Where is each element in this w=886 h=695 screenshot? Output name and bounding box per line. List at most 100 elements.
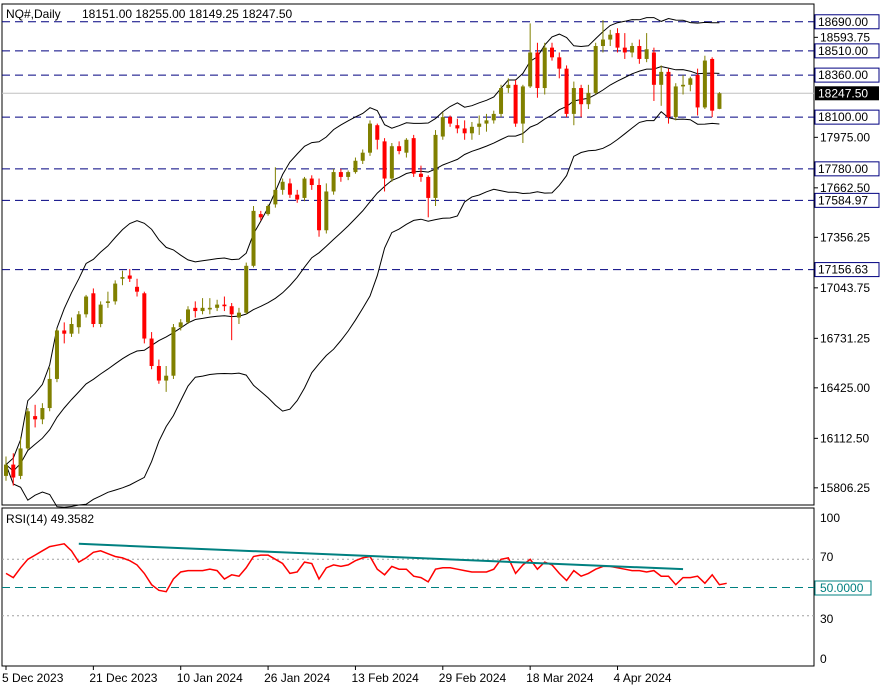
candle[interactable] <box>120 270 125 286</box>
candle[interactable] <box>630 42 635 58</box>
candle[interactable] <box>484 113 489 132</box>
candle[interactable] <box>550 42 554 61</box>
candle[interactable] <box>477 115 482 135</box>
candle[interactable] <box>317 178 322 237</box>
candle[interactable] <box>287 178 292 198</box>
candle[interactable] <box>426 175 431 218</box>
candle[interactable] <box>353 157 358 174</box>
candle[interactable] <box>273 167 278 208</box>
candle[interactable] <box>105 291 110 308</box>
candle[interactable] <box>499 84 504 118</box>
candle[interactable] <box>368 120 372 156</box>
candle[interactable] <box>564 65 569 118</box>
candle[interactable] <box>11 453 16 486</box>
candle[interactable] <box>688 76 693 92</box>
candle[interactable] <box>608 29 613 47</box>
candle[interactable] <box>455 118 460 134</box>
candle[interactable] <box>513 79 518 127</box>
candle[interactable] <box>236 307 241 324</box>
candle[interactable] <box>586 84 591 110</box>
candle[interactable] <box>462 120 467 140</box>
candle[interactable] <box>397 141 402 155</box>
candle[interactable] <box>375 123 380 150</box>
candle[interactable] <box>135 278 140 297</box>
candle[interactable] <box>251 206 256 268</box>
candle[interactable] <box>520 84 525 143</box>
candle[interactable] <box>76 311 81 334</box>
candle[interactable] <box>40 403 45 425</box>
candle[interactable] <box>193 301 198 318</box>
candle[interactable] <box>579 84 584 118</box>
candle[interactable] <box>469 121 474 140</box>
candle[interactable] <box>651 47 656 101</box>
candle[interactable] <box>33 404 38 428</box>
candle[interactable] <box>244 262 249 315</box>
candle[interactable] <box>338 168 343 182</box>
candle[interactable] <box>389 142 394 182</box>
candle[interactable] <box>229 302 234 341</box>
candle[interactable] <box>91 288 96 328</box>
candle[interactable] <box>542 42 547 95</box>
candle[interactable] <box>25 408 30 451</box>
candle[interactable] <box>215 299 220 312</box>
candle[interactable] <box>593 42 598 95</box>
candle[interactable] <box>404 138 409 158</box>
candle[interactable] <box>644 33 649 63</box>
candle[interactable] <box>673 83 678 121</box>
candle[interactable] <box>346 170 351 181</box>
candle[interactable] <box>186 306 190 324</box>
candle[interactable] <box>47 367 52 412</box>
candle[interactable] <box>113 280 118 305</box>
candle[interactable] <box>681 75 686 95</box>
candle[interactable] <box>418 165 423 182</box>
candle[interactable] <box>98 301 103 328</box>
candle[interactable] <box>433 130 438 207</box>
rsi-trendline[interactable] <box>78 542 684 571</box>
candle[interactable] <box>637 39 642 64</box>
candle[interactable] <box>178 319 183 331</box>
candle[interactable] <box>535 42 540 98</box>
candle[interactable] <box>302 176 307 202</box>
candle[interactable] <box>491 110 496 124</box>
candle[interactable] <box>54 328 59 383</box>
candle[interactable] <box>666 68 671 124</box>
price-panel[interactable] <box>1 3 815 506</box>
candle[interactable] <box>622 33 627 59</box>
candle[interactable] <box>382 138 387 192</box>
candle[interactable] <box>164 366 169 392</box>
candle[interactable] <box>557 52 562 79</box>
candle[interactable] <box>18 437 23 480</box>
candle[interactable] <box>717 92 722 110</box>
candle[interactable] <box>149 332 154 370</box>
candle[interactable] <box>156 359 161 384</box>
candle[interactable] <box>528 23 533 89</box>
candle[interactable] <box>360 149 365 164</box>
candle[interactable] <box>171 323 176 379</box>
candle[interactable] <box>448 115 453 127</box>
candle[interactable] <box>506 78 511 93</box>
candle[interactable] <box>309 175 314 190</box>
candle[interactable] <box>710 57 715 118</box>
candle[interactable] <box>295 189 300 203</box>
candle[interactable] <box>331 168 336 195</box>
candle[interactable] <box>4 456 8 481</box>
candle[interactable] <box>615 28 620 53</box>
candle[interactable] <box>411 134 416 177</box>
candle[interactable] <box>142 291 147 344</box>
candle[interactable] <box>69 317 74 337</box>
candle[interactable] <box>280 178 285 195</box>
candle[interactable] <box>659 65 664 106</box>
candle[interactable] <box>266 204 271 216</box>
candle[interactable] <box>200 298 205 315</box>
candle[interactable] <box>571 81 576 126</box>
candle[interactable] <box>695 68 700 116</box>
candle[interactable] <box>600 20 605 53</box>
candle[interactable] <box>702 55 707 110</box>
candle[interactable] <box>207 298 212 315</box>
candle[interactable] <box>222 296 227 312</box>
candle[interactable] <box>127 269 132 282</box>
candle[interactable] <box>62 322 67 344</box>
candle[interactable] <box>258 210 263 221</box>
candle[interactable] <box>324 183 329 234</box>
